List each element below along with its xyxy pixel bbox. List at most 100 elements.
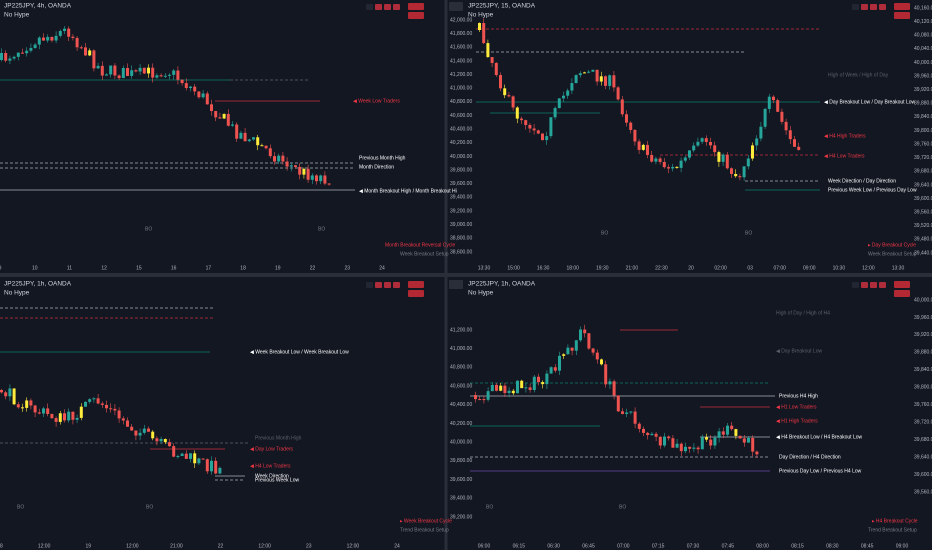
panel-button[interactable] — [894, 290, 910, 297]
candle-body — [126, 68, 129, 76]
candle-body — [746, 158, 750, 167]
toolbar-button[interactable] — [375, 4, 382, 10]
chart-annotation: ◀ H4 High Traders — [824, 133, 866, 139]
candle-body — [549, 367, 553, 374]
chart-annotation: BO — [17, 504, 24, 510]
candle-body — [566, 347, 570, 355]
candle-body — [126, 420, 129, 427]
toolbar-button[interactable] — [879, 4, 886, 10]
chart-annotation: BO — [318, 226, 325, 232]
candle-body — [306, 168, 310, 180]
price-label: 39,680.00 — [914, 437, 932, 443]
candle-body — [205, 459, 209, 472]
candle-body — [662, 161, 666, 168]
time-label: 07:00 — [773, 265, 786, 271]
candle-body — [42, 37, 45, 41]
candle-body — [92, 50, 96, 69]
candle-body — [595, 352, 599, 360]
panel-button[interactable] — [894, 12, 910, 19]
toolbar-button[interactable] — [366, 282, 373, 288]
toolbar-button[interactable] — [861, 282, 868, 288]
candle-body — [243, 132, 247, 142]
candle-body — [604, 76, 607, 86]
candle-body — [717, 431, 721, 438]
chart-annotation: ◀ H4 Breakout Low / H4 Breakout Low — [776, 434, 863, 440]
toolbar-button[interactable] — [375, 282, 382, 288]
candle-body — [478, 399, 482, 401]
toolbar-button[interactable] — [393, 4, 400, 10]
chart-annotation: ◀ H1 Low Traders — [776, 404, 817, 410]
candle-body — [482, 23, 486, 44]
candle-body — [725, 154, 729, 169]
chart-annotation: ◀ Day Breakout Low — [776, 348, 822, 354]
candle-body — [189, 453, 192, 459]
panel-button[interactable] — [894, 281, 910, 288]
indicator-name: No Hype — [468, 12, 494, 19]
panel-button[interactable] — [408, 290, 424, 297]
panel-button[interactable] — [408, 281, 424, 288]
candle-body — [71, 411, 75, 420]
panel-button[interactable] — [894, 3, 910, 10]
candle-body — [159, 439, 163, 442]
candle-body — [184, 453, 188, 459]
candle-body — [663, 436, 666, 446]
price-label: 39,480.00 — [914, 237, 932, 243]
chart-annotation: ◀ H4 Low Traders — [250, 463, 291, 469]
chart-annotation: Trend Breakout Setup — [400, 527, 449, 533]
candle-body — [587, 71, 591, 73]
toolbar-button[interactable] — [879, 282, 886, 288]
candle-body — [84, 401, 87, 407]
time-label: 12:00 — [862, 265, 875, 271]
candle-body — [776, 100, 780, 112]
candle-body — [583, 329, 587, 334]
candle-body — [621, 411, 624, 414]
toolbar-button[interactable] — [384, 4, 391, 10]
candle-body — [742, 166, 746, 178]
candle-body — [235, 124, 239, 139]
candle-body — [268, 148, 272, 157]
price-label: 39,600.00 — [450, 477, 472, 483]
indicator-name: No Hype — [4, 290, 30, 297]
candle-body — [566, 90, 570, 96]
candle-body — [109, 65, 113, 75]
toolbar-button[interactable] — [384, 282, 391, 288]
toolbar-button[interactable] — [852, 4, 859, 10]
time-label: 02:00 — [714, 265, 727, 271]
time-label: 06:00 — [478, 543, 491, 549]
candle-body — [25, 400, 29, 408]
time-label: 18 — [0, 543, 3, 549]
candle-body — [650, 154, 654, 162]
price-label: 38,600.00 — [450, 249, 472, 255]
candle-body — [168, 442, 171, 447]
toolbar-button[interactable] — [870, 4, 877, 10]
time-label: 16:30 — [537, 265, 550, 271]
candle-body — [88, 399, 92, 402]
candle-body — [486, 43, 490, 58]
panel-button[interactable] — [408, 3, 424, 10]
candle-body — [679, 160, 683, 168]
price-label: 40,600.00 — [450, 383, 472, 389]
candle-body — [88, 50, 92, 56]
price-label: 40,400.00 — [450, 127, 472, 133]
symbol-title: JP225JPY, 15, OANDA — [468, 3, 536, 10]
toolbar-button[interactable] — [366, 4, 373, 10]
panel-button[interactable] — [408, 12, 424, 19]
candle-body — [646, 144, 649, 155]
candle-body — [788, 130, 792, 140]
toolbar-button[interactable] — [852, 282, 859, 288]
toolbar-button[interactable] — [393, 282, 400, 288]
price-label: 40,200.00 — [450, 140, 472, 146]
candle-body — [507, 390, 511, 394]
candle-body — [570, 347, 574, 351]
candle-body — [0, 53, 3, 60]
toolbar-button[interactable] — [861, 4, 868, 10]
candle-body — [180, 79, 184, 84]
price-label: 40,040.00 — [914, 46, 932, 52]
candle-body — [8, 58, 12, 61]
candle-body — [503, 88, 507, 96]
candle-body — [8, 388, 12, 397]
candle-body — [515, 107, 519, 119]
candle-body — [633, 411, 637, 424]
toolbar-button[interactable] — [870, 282, 877, 288]
candle-body — [641, 144, 645, 150]
